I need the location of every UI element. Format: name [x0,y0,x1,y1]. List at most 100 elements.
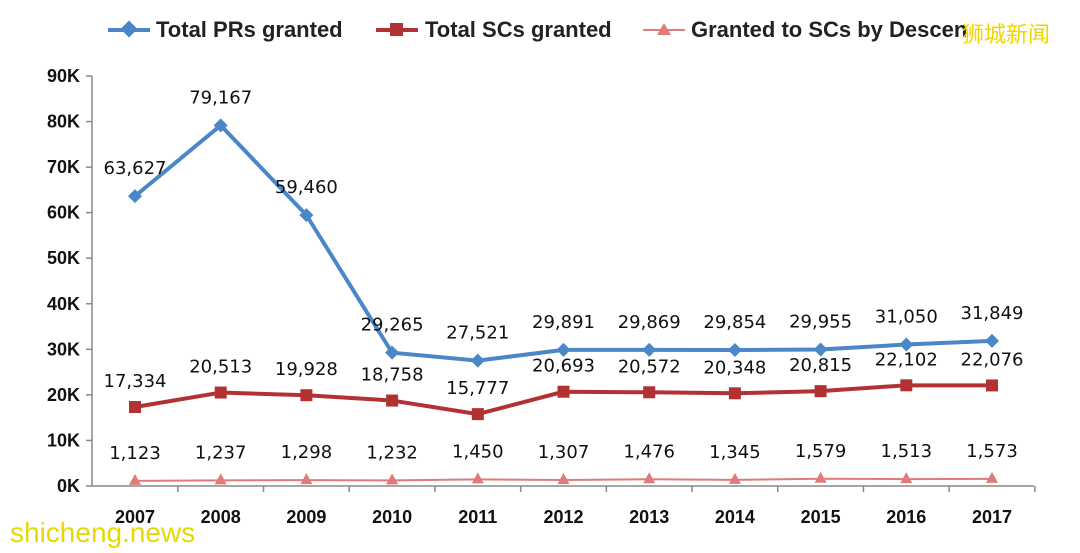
x-tick-label: 2014 [715,507,755,527]
data-point-square [557,385,570,398]
data-point-triangle [300,473,313,485]
data-point-square [129,401,141,414]
data-point-square [814,385,827,398]
data-label: 1,513 [881,441,933,462]
legend-item-descent: Granted to SCs by Descen [643,17,967,42]
data-point-square [471,408,484,421]
series-group [128,118,999,485]
data-point-triangle [643,472,656,484]
watermark-site: shicheng.news [10,517,195,548]
data-label: 63,627 [104,158,167,179]
y-tick-label: 90K [47,66,80,86]
data-point-diamond [642,342,657,357]
data-point-triangle [728,472,741,484]
data-label: 1,573 [966,441,1018,462]
data-label: 20,348 [703,357,766,378]
x-tick-label: 2016 [886,507,926,527]
data-label: 27,521 [446,323,509,344]
axes [91,76,1034,487]
legend-label-prs: Total PRs granted [156,17,343,42]
x-tick-label: 2010 [372,507,412,527]
data-point-triangle [900,472,913,484]
data-point-diamond [899,337,914,352]
data-point-triangle [386,473,399,485]
data-label: 18,758 [361,365,424,386]
data-point-square [300,389,313,402]
data-label: 20,815 [789,355,852,376]
legend: Total PRs granted Total SCs granted Gran… [108,17,967,42]
x-tick-label: 2012 [543,507,583,527]
y-axis-ticks: 0K 10K 20K 30K 40K 50K 60K 70K 80K 90K [47,66,92,496]
data-point-triangle [557,473,570,485]
data-label: 59,460 [275,177,338,198]
y-tick-label: 50K [47,248,80,268]
legend-label-scs: Total SCs granted [425,17,612,42]
data-point-square [728,387,741,400]
data-point-triangle [214,473,227,485]
data-label: 31,849 [961,303,1024,324]
x-tick-label: 2007 [115,507,155,527]
data-label: 22,076 [961,349,1024,370]
data-point-diamond [556,342,571,357]
x-tick-label: 2011 [458,507,497,527]
data-point-diamond [213,118,228,133]
data-label: 29,955 [789,312,852,333]
y-tick-label: 40K [47,294,80,314]
data-point-triangle [129,473,141,485]
legend-label-descent: Granted to SCs by Descen [691,17,967,42]
data-point-triangle [986,471,998,483]
x-tick-label: 2009 [286,507,326,527]
data-label: 20,693 [532,356,595,377]
data-point-triangle [471,472,484,484]
data-point-diamond [727,342,742,357]
data-point-square [900,379,913,392]
data-label: 1,345 [709,442,761,463]
data-label: 1,232 [366,442,418,463]
y-tick-label: 60K [47,203,80,223]
watermark-chinese: 狮城新闻 [962,23,1050,48]
data-label: 1,298 [281,442,333,463]
data-label: 1,450 [452,441,504,462]
data-label: 22,102 [875,349,938,370]
data-label: 19,928 [275,359,338,380]
y-tick-label: 20K [47,385,80,405]
data-label: 29,869 [618,312,681,333]
x-axis-ticks: 2007 2008 2009 2010 2011 2012 2013 2014 2015 2016… [115,486,1036,527]
x-tick-label: 2017 [972,507,1012,527]
data-label: 79,167 [189,87,252,108]
data-point-square [986,379,998,392]
legend-item-scs: Total SCs granted [376,17,612,42]
data-label: 20,513 [189,357,252,378]
y-tick-label: 70K [47,157,80,177]
data-label: 1,123 [109,443,161,464]
data-label: 29,891 [532,312,595,333]
data-labels: 63,627 79,167 59,460 29,265 27,521 29,891 29,8… [104,87,1024,464]
data-label: 15,777 [446,378,509,399]
data-label: 31,050 [875,307,938,328]
x-tick-label: 2015 [801,507,841,527]
x-tick-label: 2008 [201,507,241,527]
data-label: 1,237 [195,442,247,463]
data-label: 29,854 [703,312,766,333]
data-point-diamond [813,342,828,357]
data-point-triangle [814,471,827,483]
data-point-diamond [299,208,314,223]
data-point-square [386,394,399,407]
data-point-diamond [385,345,400,360]
data-label: 20,572 [618,356,681,377]
data-label: 1,476 [623,441,675,462]
y-tick-label: 10K [47,430,80,450]
data-label: 1,579 [795,441,847,462]
y-tick-label: 0K [57,476,80,496]
data-label: 29,265 [361,315,424,336]
x-tick-label: 2013 [629,507,669,527]
y-tick-label: 80K [47,112,80,132]
data-point-diamond [128,189,142,204]
data-label: 1,307 [538,442,590,463]
data-point-diamond [470,353,485,368]
y-tick-label: 30K [47,339,80,359]
data-point-square [643,386,656,399]
legend-item-prs: Total PRs granted [108,17,343,42]
data-point-square [214,386,227,399]
